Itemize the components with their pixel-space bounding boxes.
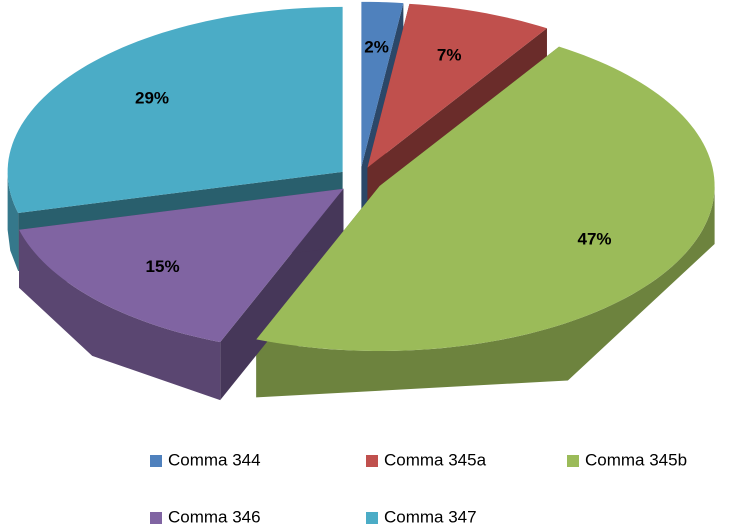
slice (7, 6, 343, 213)
slice (367, 3, 547, 168)
legend-swatch (150, 455, 162, 467)
legend-swatch (567, 455, 579, 467)
slice (19, 188, 344, 343)
legend-label: Comma 345b (585, 450, 687, 469)
legend-swatch (366, 512, 378, 524)
slice-wall (256, 185, 715, 398)
legend-label: Comma 344 (168, 450, 261, 469)
data-label: 7% (437, 45, 462, 64)
slice (361, 1, 404, 167)
legend-swatch (150, 512, 162, 524)
slice (256, 46, 715, 351)
data-label: 15% (146, 257, 180, 276)
slice-wall (19, 229, 221, 401)
slice-wall (7, 171, 19, 271)
legend-label: Comma 347 (384, 507, 477, 526)
data-label: 47% (577, 229, 611, 248)
data-label: 29% (135, 89, 169, 108)
data-label: 2% (364, 38, 389, 57)
legend-swatch (366, 455, 378, 467)
legend-label: Comma 345a (384, 450, 487, 469)
legend-label: Comma 346 (168, 507, 261, 526)
slice-tops (7, 1, 715, 351)
